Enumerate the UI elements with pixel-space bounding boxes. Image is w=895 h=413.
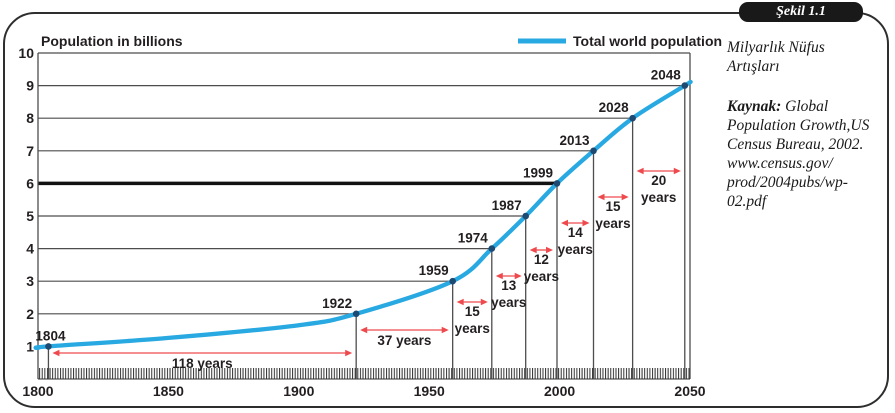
milestone-year-label: 2028: [599, 100, 630, 115]
interval-label: years: [491, 295, 526, 310]
milestone-dot-1987: [522, 212, 529, 220]
interval-label: 20: [651, 173, 666, 188]
legend-label: Total world population: [573, 33, 722, 49]
y-tick-label: 5: [26, 208, 34, 224]
interval-arrowhead-right: [514, 272, 522, 280]
figure-source: Kaynak: Global Population Growth,US Cens…: [727, 97, 889, 211]
interval-label: 12: [534, 252, 549, 267]
source-line: www.census.gov/: [727, 155, 833, 172]
milestone-dot-1804: [45, 343, 52, 350]
interval-label: 15: [465, 304, 481, 319]
interval-arrowhead-right: [441, 326, 449, 334]
milestone-year-label: 2013: [559, 133, 590, 148]
interval-label: 14: [568, 225, 584, 240]
milestone-dot-1922: [352, 310, 360, 318]
milestone-dot-1959: [449, 277, 456, 285]
chart-title: Population in billions: [41, 33, 183, 49]
interval-arrowhead-left: [597, 193, 605, 201]
interval-arrowhead-left: [360, 326, 368, 334]
source-label: Kaynak:: [727, 98, 782, 115]
figure-badge: Şekil 1.1: [739, 2, 863, 22]
figure-frame: [3, 12, 889, 408]
source-line: 02.pdf: [727, 193, 767, 210]
x-tick-label: 2050: [674, 383, 705, 399]
caption-title-line: Artışları: [727, 57, 780, 75]
interval-arrowhead-left: [52, 349, 60, 357]
source-line: Kaynak: Global: [727, 98, 829, 115]
interval-label: years: [641, 190, 676, 205]
y-tick-label: 6: [26, 175, 34, 191]
milestone-dot-2048: [681, 82, 689, 89]
milestone-year-label: 2048: [651, 68, 682, 83]
interval-label: years: [595, 216, 630, 231]
y-tick-label: 7: [26, 143, 34, 159]
x-tick-label: 1950: [414, 383, 445, 399]
y-tick-label: 8: [26, 110, 34, 126]
milestone-dot-2028: [629, 114, 636, 122]
milestone-dot-2013: [590, 147, 597, 155]
milestone-year-label: 1959: [419, 263, 449, 278]
milestone-year-label: 1999: [523, 165, 553, 180]
source-line: Population Growth,US: [727, 117, 870, 134]
interval-arrowhead-right: [545, 246, 553, 254]
interval-arrowhead-right: [582, 219, 590, 227]
interval-arrowhead-left: [456, 298, 464, 306]
y-tick-label: 1: [26, 338, 34, 354]
milestone-dot-1974: [488, 245, 496, 252]
interval-arrowhead-right: [345, 349, 353, 357]
interval-label: years: [524, 269, 559, 284]
interval-arrowhead-right: [480, 298, 488, 306]
y-tick-label: 3: [26, 273, 34, 289]
interval-label: 15: [606, 199, 622, 214]
figure-badge-label: Şekil 1.1: [776, 4, 826, 19]
milestone-year-label: 1974: [458, 231, 489, 246]
milestone-year-label: 1987: [492, 198, 522, 213]
x-tick-label: 1850: [153, 383, 184, 399]
interval-arrowhead-left: [495, 272, 503, 280]
x-tick-label: 1900: [283, 383, 314, 399]
interval-arrowhead-left: [529, 246, 537, 254]
interval-arrowhead-right: [673, 167, 681, 175]
interval-label: 118 years: [172, 356, 233, 371]
interval-label: 13: [501, 278, 517, 293]
interval-arrowhead-right: [621, 193, 629, 201]
y-tick-label: 9: [26, 78, 34, 94]
figure-sidebar: Milyarlık Nüfus Artışları Kaynak: Global…: [727, 39, 889, 211]
caption-title-line: Milyarlık Nüfus: [727, 39, 825, 56]
y-tick-label: 4: [26, 241, 34, 257]
x-tick-label: 2000: [544, 383, 575, 399]
figure-caption-title: Milyarlık Nüfus Artışları: [727, 39, 889, 76]
population-curve: [33, 79, 693, 351]
x-tick-label: 1800: [22, 383, 53, 399]
interval-label: years: [455, 321, 490, 336]
y-tick-label: 2: [26, 306, 34, 322]
interval-arrowhead-left: [636, 167, 644, 175]
source-line: Census Bureau, 2002.: [727, 136, 864, 153]
interval-arrowhead-left: [560, 219, 568, 227]
source-line: prod/2004pubs/wp-: [727, 174, 848, 191]
milestone-year-label: 1922: [322, 296, 352, 311]
milestone-dot-1999: [553, 180, 561, 187]
milestone-year-label: 1804: [35, 328, 66, 343]
interval-label: years: [558, 242, 593, 257]
interval-label: 37 years: [377, 333, 431, 348]
y-tick-label: 10: [18, 45, 34, 61]
x-axis-tick-band: [38, 368, 690, 379]
